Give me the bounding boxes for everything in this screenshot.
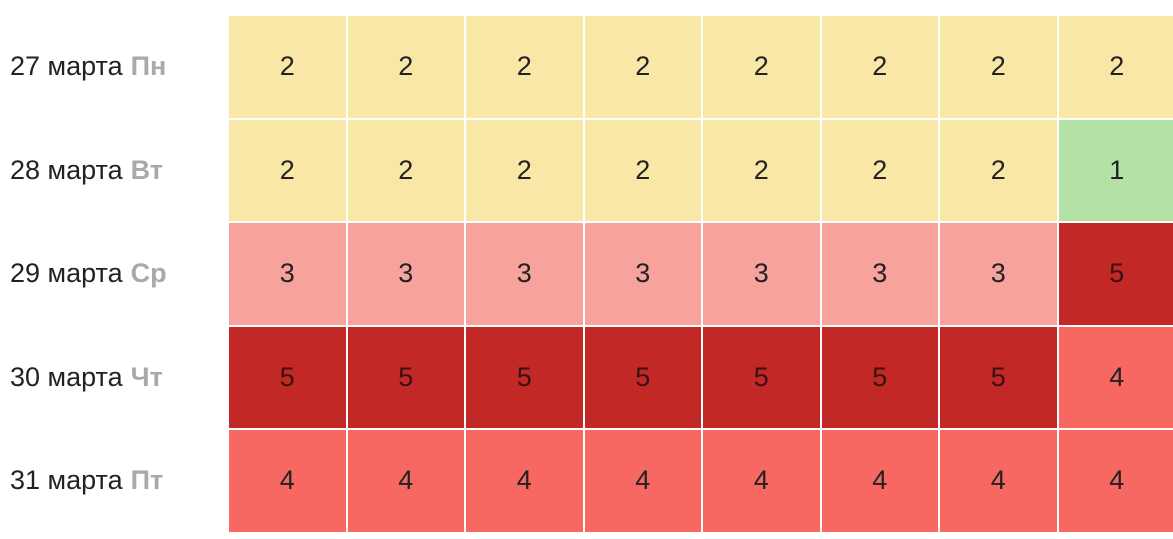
level-cell: 2: [820, 118, 939, 222]
table-row: 28 марта Вт 2 2 2 2 2 2 2 1: [0, 118, 1173, 223]
level-cell: 3: [939, 222, 1058, 326]
level-cell: 5: [465, 325, 584, 429]
weekday: Ср: [130, 258, 167, 289]
row-label: 30 марта Чт: [10, 326, 163, 430]
level-cell: 2: [939, 15, 1058, 119]
weekday: Пн: [130, 51, 167, 82]
level-cell: 4: [820, 429, 939, 533]
table-row: 29 марта Ср 3 3 3 3 3 3 3 5: [0, 222, 1173, 326]
level-cell: 5: [1057, 222, 1173, 326]
level-cell: 2: [583, 118, 702, 222]
level-cell: 4: [228, 429, 347, 533]
date: 31 марта: [10, 465, 123, 496]
level-cell: 5: [346, 325, 465, 429]
level-cell: 5: [939, 325, 1058, 429]
row-label: 28 марта Вт: [10, 119, 163, 223]
level-cell: 2: [465, 15, 584, 119]
level-cell: 2: [346, 15, 465, 119]
date: 30 марта: [10, 361, 123, 392]
level-cell: 1: [1057, 118, 1173, 222]
level-cell: 2: [228, 15, 347, 119]
level-cell: 3: [583, 222, 702, 326]
row-label: 31 марта Пт: [10, 429, 163, 533]
table-row: 27 марта Пн 2 2 2 2 2 2 2 2: [0, 15, 1173, 119]
table-row: 31 марта Пт 4 4 4 4 4 4 4 4: [0, 429, 1173, 533]
level-cell: 2: [228, 118, 347, 222]
level-cell: 4: [1057, 325, 1173, 429]
level-cell: 3: [465, 222, 584, 326]
level-cell: 5: [228, 325, 347, 429]
date: 28 марта: [10, 154, 123, 185]
table-row: 30 марта Чт 5 5 5 5 5 5 5 4: [0, 325, 1173, 430]
level-cell: 2: [702, 15, 821, 119]
level-cell: 2: [465, 118, 584, 222]
row-label: 29 марта Ср: [10, 222, 167, 326]
level-cell: 3: [228, 222, 347, 326]
level-cell: 3: [346, 222, 465, 326]
weekday: Вт: [130, 154, 163, 185]
level-cell: 2: [702, 118, 821, 222]
level-cell: 2: [1057, 15, 1173, 119]
row-label: 27 марта Пн: [10, 15, 166, 119]
level-cell: 2: [583, 15, 702, 119]
level-cell: 5: [583, 325, 702, 429]
weekday: Пт: [130, 465, 164, 496]
level-cell: 4: [465, 429, 584, 533]
level-cell: 4: [583, 429, 702, 533]
level-cell: 5: [820, 325, 939, 429]
level-cell: 3: [702, 222, 821, 326]
level-cell: 2: [346, 118, 465, 222]
level-cell: 2: [820, 15, 939, 119]
level-cell: 2: [939, 118, 1058, 222]
level-cell: 5: [702, 325, 821, 429]
level-cell: 3: [820, 222, 939, 326]
date: 27 марта: [10, 51, 123, 82]
level-cell: 4: [702, 429, 821, 533]
date: 29 марта: [10, 258, 123, 289]
level-cell: 4: [939, 429, 1058, 533]
level-cell: 4: [346, 429, 465, 533]
level-cell: 4: [1057, 429, 1173, 533]
weekday: Чт: [130, 361, 163, 392]
